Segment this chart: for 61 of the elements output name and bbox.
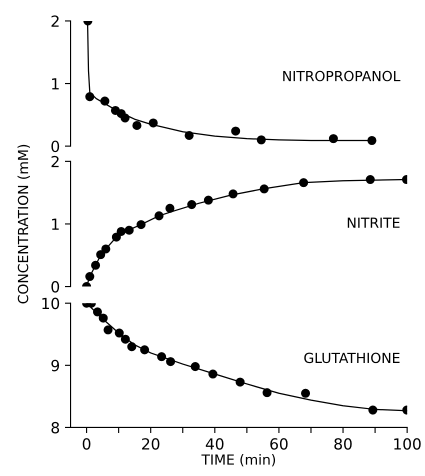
- point: [368, 406, 378, 415]
- point: [157, 352, 166, 362]
- y-tick-label: 2: [52, 15, 59, 27]
- point: [260, 184, 269, 194]
- y-tick-label: 0: [51, 281, 60, 293]
- point: [228, 189, 238, 198]
- point: [262, 388, 272, 398]
- point: [140, 345, 150, 354]
- point: [85, 272, 94, 282]
- x-tick-label: 80: [334, 438, 352, 450]
- point: [190, 362, 200, 372]
- y-axis-title: CONCENTRATION (mM): [18, 144, 30, 304]
- y-tick-label: 10: [42, 298, 60, 310]
- point: [112, 232, 121, 242]
- point: [124, 226, 134, 235]
- point: [301, 388, 310, 398]
- point: [136, 220, 146, 230]
- point: [120, 334, 130, 344]
- point: [132, 120, 142, 130]
- point: [187, 200, 196, 210]
- point: [154, 211, 164, 220]
- y-tick-label: 8: [51, 422, 60, 434]
- series-label: GLUTATHIONE: [304, 352, 400, 364]
- y-tick-label: 0: [51, 140, 60, 152]
- text: NITRITE: [348, 218, 400, 228]
- point: [236, 378, 245, 387]
- point: [114, 328, 124, 338]
- x-tick-label: 40: [206, 438, 224, 450]
- x-tick-label: 20: [142, 438, 160, 450]
- point: [166, 357, 176, 366]
- point: [328, 134, 338, 144]
- point: [127, 342, 136, 352]
- point: [85, 92, 94, 102]
- point: [366, 175, 375, 184]
- y-tick-label: 1: [52, 78, 59, 90]
- point: [165, 204, 174, 213]
- point: [120, 113, 130, 122]
- x-tick-label: 60: [270, 438, 288, 450]
- x-tick-label: 0: [82, 438, 90, 450]
- point: [100, 96, 110, 106]
- point: [299, 178, 308, 188]
- point: [116, 226, 126, 236]
- point: [231, 126, 240, 136]
- point: [98, 314, 108, 323]
- point: [208, 370, 218, 379]
- point: [204, 196, 213, 205]
- point: [96, 250, 106, 260]
- point: [184, 130, 194, 140]
- y-tick-label: 2: [52, 156, 59, 168]
- point: [367, 136, 376, 146]
- x-axis-title: TIME (min): [201, 454, 276, 466]
- x-tick-label: 100: [394, 438, 421, 450]
- text: NITROPROPANOL: [283, 70, 400, 82]
- point: [101, 244, 110, 254]
- point: [91, 260, 100, 270]
- point: [104, 325, 113, 334]
- point: [148, 118, 158, 128]
- point: [92, 307, 102, 316]
- y-tick-label: 1: [52, 218, 59, 230]
- y-tick-label: 9: [51, 360, 60, 372]
- point: [256, 135, 266, 144]
